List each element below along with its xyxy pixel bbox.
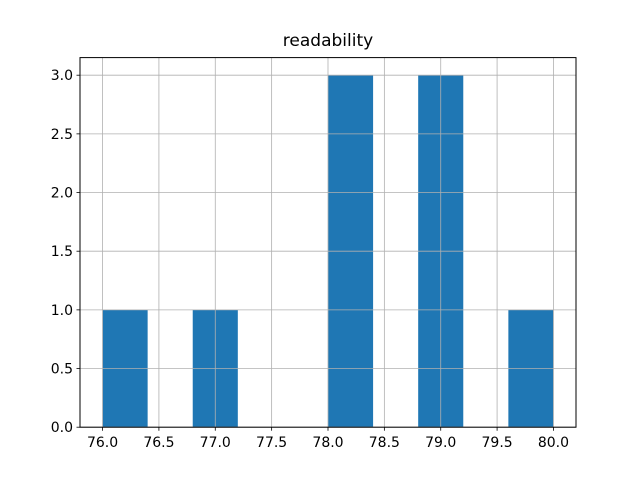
x-tick-label: 76.0 <box>87 435 118 451</box>
x-tick-label: 79.5 <box>482 435 513 451</box>
x-tick-label: 76.5 <box>143 435 174 451</box>
y-tick-label: 1.0 <box>51 303 73 319</box>
x-tick-label: 80.0 <box>538 435 569 451</box>
y-tick-label: 0.0 <box>51 420 73 436</box>
y-tick-label: 1.5 <box>51 244 73 260</box>
y-tick-label: 2.5 <box>51 127 73 143</box>
y-tick-label: 3.0 <box>51 68 73 84</box>
y-tick-label: 2.0 <box>51 186 73 202</box>
chart-title: readability <box>282 31 374 51</box>
x-tick-label: 78.5 <box>369 435 400 451</box>
x-tick-label: 78.0 <box>312 435 343 451</box>
x-tick-label: 77.5 <box>256 435 287 451</box>
x-tick-label: 77.0 <box>200 435 231 451</box>
x-tick-label: 79.0 <box>425 435 456 451</box>
y-tick-label: 0.5 <box>51 362 73 378</box>
